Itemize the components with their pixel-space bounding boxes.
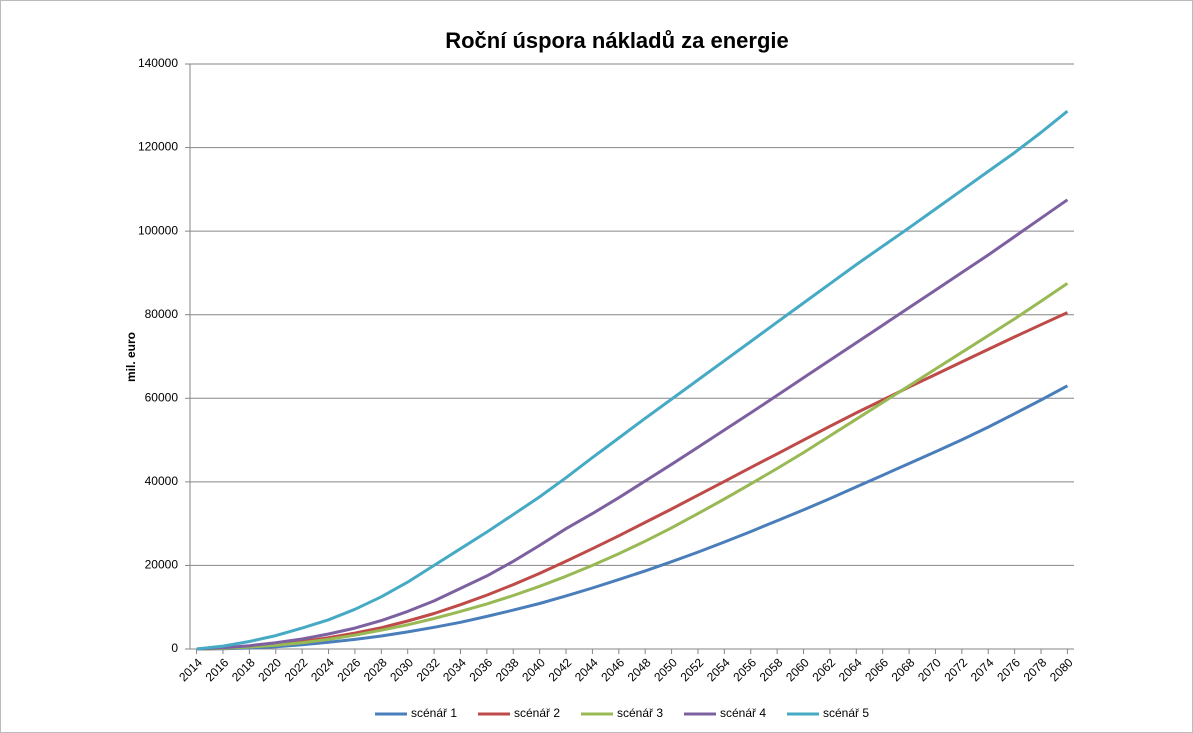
series-line <box>196 384 1069 651</box>
legend-label: scénář 4 <box>720 706 766 720</box>
y-tick-label: 60000 <box>145 390 179 404</box>
series-line <box>196 282 1069 651</box>
series-line <box>196 198 1069 651</box>
legend-label: scénář 5 <box>823 706 869 720</box>
chart-title: Roční úspora nákladů za energie <box>445 28 789 53</box>
legend-label: scénář 3 <box>617 706 663 720</box>
y-tick-label: 40000 <box>145 474 179 488</box>
y-axis-label: mil. euro <box>124 332 138 382</box>
y-tick-label: 0 <box>171 641 178 655</box>
y-tick-label: 20000 <box>145 558 179 572</box>
y-tick-label: 120000 <box>138 140 178 154</box>
legend-label: scénář 1 <box>411 706 457 720</box>
series-line <box>196 110 1069 651</box>
y-tick-label: 80000 <box>145 307 179 321</box>
y-tick-label: 140000 <box>138 56 178 70</box>
y-tick-label: 100000 <box>138 223 178 237</box>
legend-label: scénář 2 <box>514 706 560 720</box>
series-line <box>196 311 1069 651</box>
